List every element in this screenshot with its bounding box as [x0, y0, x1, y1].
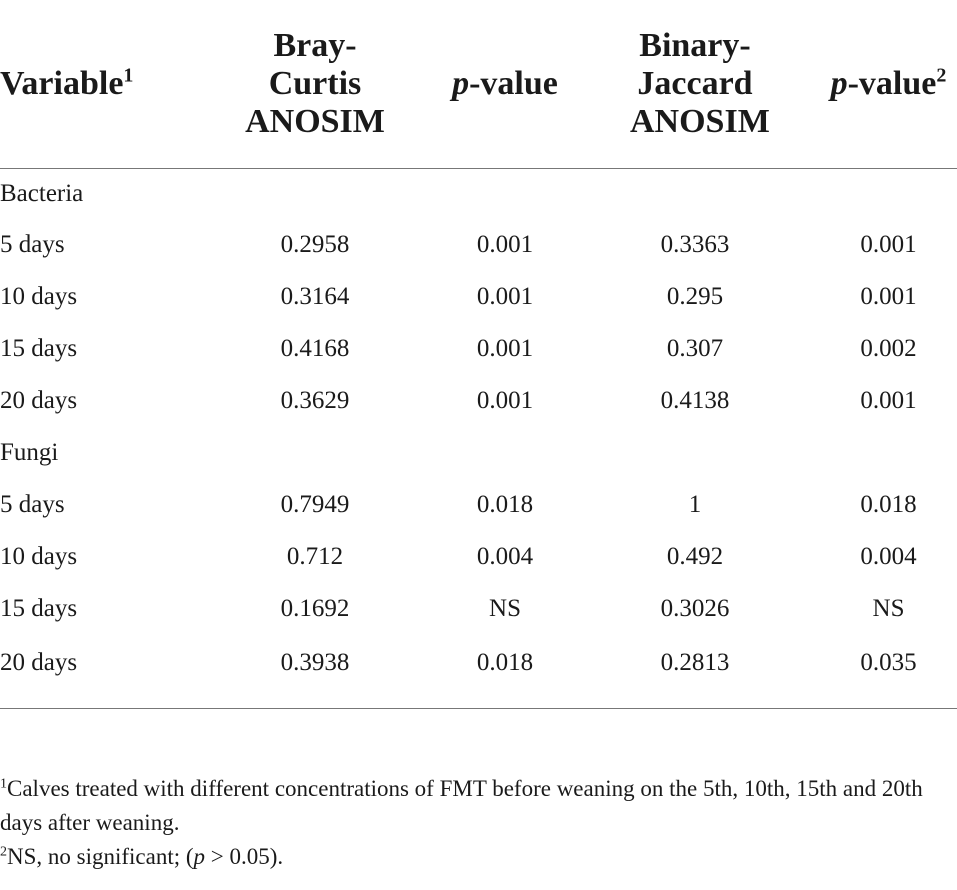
header-p-value-2-italic: p	[830, 65, 848, 102]
cell-binary-jaccard: 0.307	[666, 335, 724, 362]
header-variable: Variable1	[0, 0, 190, 169]
cell-binary-jaccard: 0.4138	[660, 387, 730, 414]
cell-p-value-2: 0.001	[860, 283, 917, 310]
anosim-table: Variable1 Bray-Curtis ANOSIM p-value Bin…	[0, 0, 957, 692]
footnote-1-mark: 1	[0, 776, 7, 792]
header-p-value-2: p-value2	[820, 0, 957, 169]
table-row: 15 days 0.4168 0.001 0.307 0.002	[0, 323, 957, 375]
cell-bray-curtis: 0.3164	[280, 283, 350, 310]
header-p-value-2-rest: -value	[847, 65, 937, 102]
cell-p-value-2: NS	[872, 595, 905, 622]
cell-variable: 5 days	[0, 491, 65, 518]
cell-p-value-2: 0.018	[860, 491, 917, 518]
cell-bray-curtis: 0.7949	[280, 491, 350, 518]
header-p-value-1-rest: -value	[469, 65, 558, 102]
footnote-2: 2NS, no significant; (p > 0.05).	[0, 840, 957, 874]
header-bray-curtis: Bray-Curtis ANOSIM	[190, 0, 440, 169]
cell-variable: 20 days	[0, 387, 78, 414]
cell-binary-jaccard: 0.3026	[660, 595, 730, 622]
footnote-2-italic-p: p	[193, 844, 206, 869]
cell-p-value-1: 0.001	[476, 387, 534, 414]
header-variable-footnote-mark: 1	[123, 64, 134, 87]
cell-binary-jaccard: 0.3363	[660, 231, 730, 258]
header-variable-label: Variable	[0, 65, 124, 102]
cell-p-value-1: 0.004	[476, 543, 534, 570]
cell-variable: 5 days	[0, 231, 65, 258]
group-label: Bacteria	[0, 180, 84, 207]
table-row: 5 days 0.2958 0.001 0.3363 0.001	[0, 219, 957, 271]
table-footnotes: 1Calves treated with different concentra…	[0, 772, 957, 874]
group-row-bacteria: Bacteria	[0, 169, 957, 220]
cell-binary-jaccard: 1	[688, 491, 702, 518]
cell-bray-curtis: 0.1692	[280, 595, 350, 622]
group-row-fungi: Fungi	[0, 427, 957, 479]
cell-binary-jaccard: 0.2813	[660, 649, 730, 676]
cell-bray-curtis: 0.712	[286, 543, 344, 570]
table-header: Variable1 Bray-Curtis ANOSIM p-value Bin…	[0, 0, 957, 169]
table-bottom-rule	[0, 708, 957, 709]
cell-variable: 20 days	[0, 649, 78, 676]
footnote-2-mark: 2	[0, 844, 7, 860]
table-row: 20 days 0.3938 0.018 0.2813 0.035	[0, 635, 957, 691]
footnote-2-text-b: > 0.05).	[205, 844, 284, 869]
table-row: 10 days 0.712 0.004 0.492 0.004	[0, 531, 957, 583]
footnote-1-text: Calves treated with different concentrat…	[0, 776, 923, 835]
header-p-value-1-italic: p	[452, 65, 470, 102]
cell-bray-curtis: 0.3938	[280, 649, 350, 676]
cell-p-value-1: NS	[489, 595, 521, 622]
header-binary-jaccard: Binary-Jaccard ANOSIM	[570, 0, 820, 169]
cell-bray-curtis: 0.3629	[280, 387, 350, 414]
cell-p-value-1: 0.001	[476, 335, 534, 362]
cell-p-value-1: 0.001	[476, 231, 534, 258]
cell-variable: 10 days	[0, 543, 78, 570]
cell-bray-curtis: 0.2958	[280, 231, 350, 258]
header-p-value-2-footnote-mark: 2	[936, 64, 947, 87]
cell-variable: 15 days	[0, 335, 78, 362]
table-row: 15 days 0.1692 NS 0.3026 NS	[0, 583, 957, 635]
footnote-1: 1Calves treated with different concentra…	[0, 772, 957, 840]
cell-p-value-2: 0.002	[860, 335, 917, 362]
table-row: 20 days 0.3629 0.001 0.4138 0.001	[0, 375, 957, 427]
cell-p-value-2: 0.001	[860, 231, 917, 258]
table-row: 10 days 0.3164 0.001 0.295 0.001	[0, 271, 957, 323]
cell-binary-jaccard: 0.492	[666, 543, 724, 570]
cell-p-value-2: 0.035	[860, 649, 917, 676]
cell-p-value-2: 0.004	[860, 543, 917, 570]
table-row: 5 days 0.7949 0.018 1 0.018	[0, 479, 957, 531]
cell-p-value-2: 0.001	[860, 387, 917, 414]
cell-variable: 15 days	[0, 595, 78, 622]
header-p-value-1: p-value	[440, 0, 570, 169]
header-row: Variable1 Bray-Curtis ANOSIM p-value Bin…	[0, 0, 957, 169]
cell-bray-curtis: 0.4168	[280, 335, 350, 362]
cell-p-value-1: 0.018	[476, 491, 534, 518]
table-body: Bacteria 5 days 0.2958 0.001 0.3363 0.00…	[0, 169, 957, 692]
group-label: Fungi	[0, 439, 59, 466]
anosim-table-container: Variable1 Bray-Curtis ANOSIM p-value Bin…	[0, 0, 957, 692]
cell-p-value-1: 0.001	[476, 283, 534, 310]
cell-variable: 10 days	[0, 283, 78, 310]
footnote-2-text-a: NS, no significant; (	[7, 844, 194, 869]
cell-p-value-1: 0.018	[476, 649, 534, 676]
cell-binary-jaccard: 0.295	[666, 283, 724, 310]
